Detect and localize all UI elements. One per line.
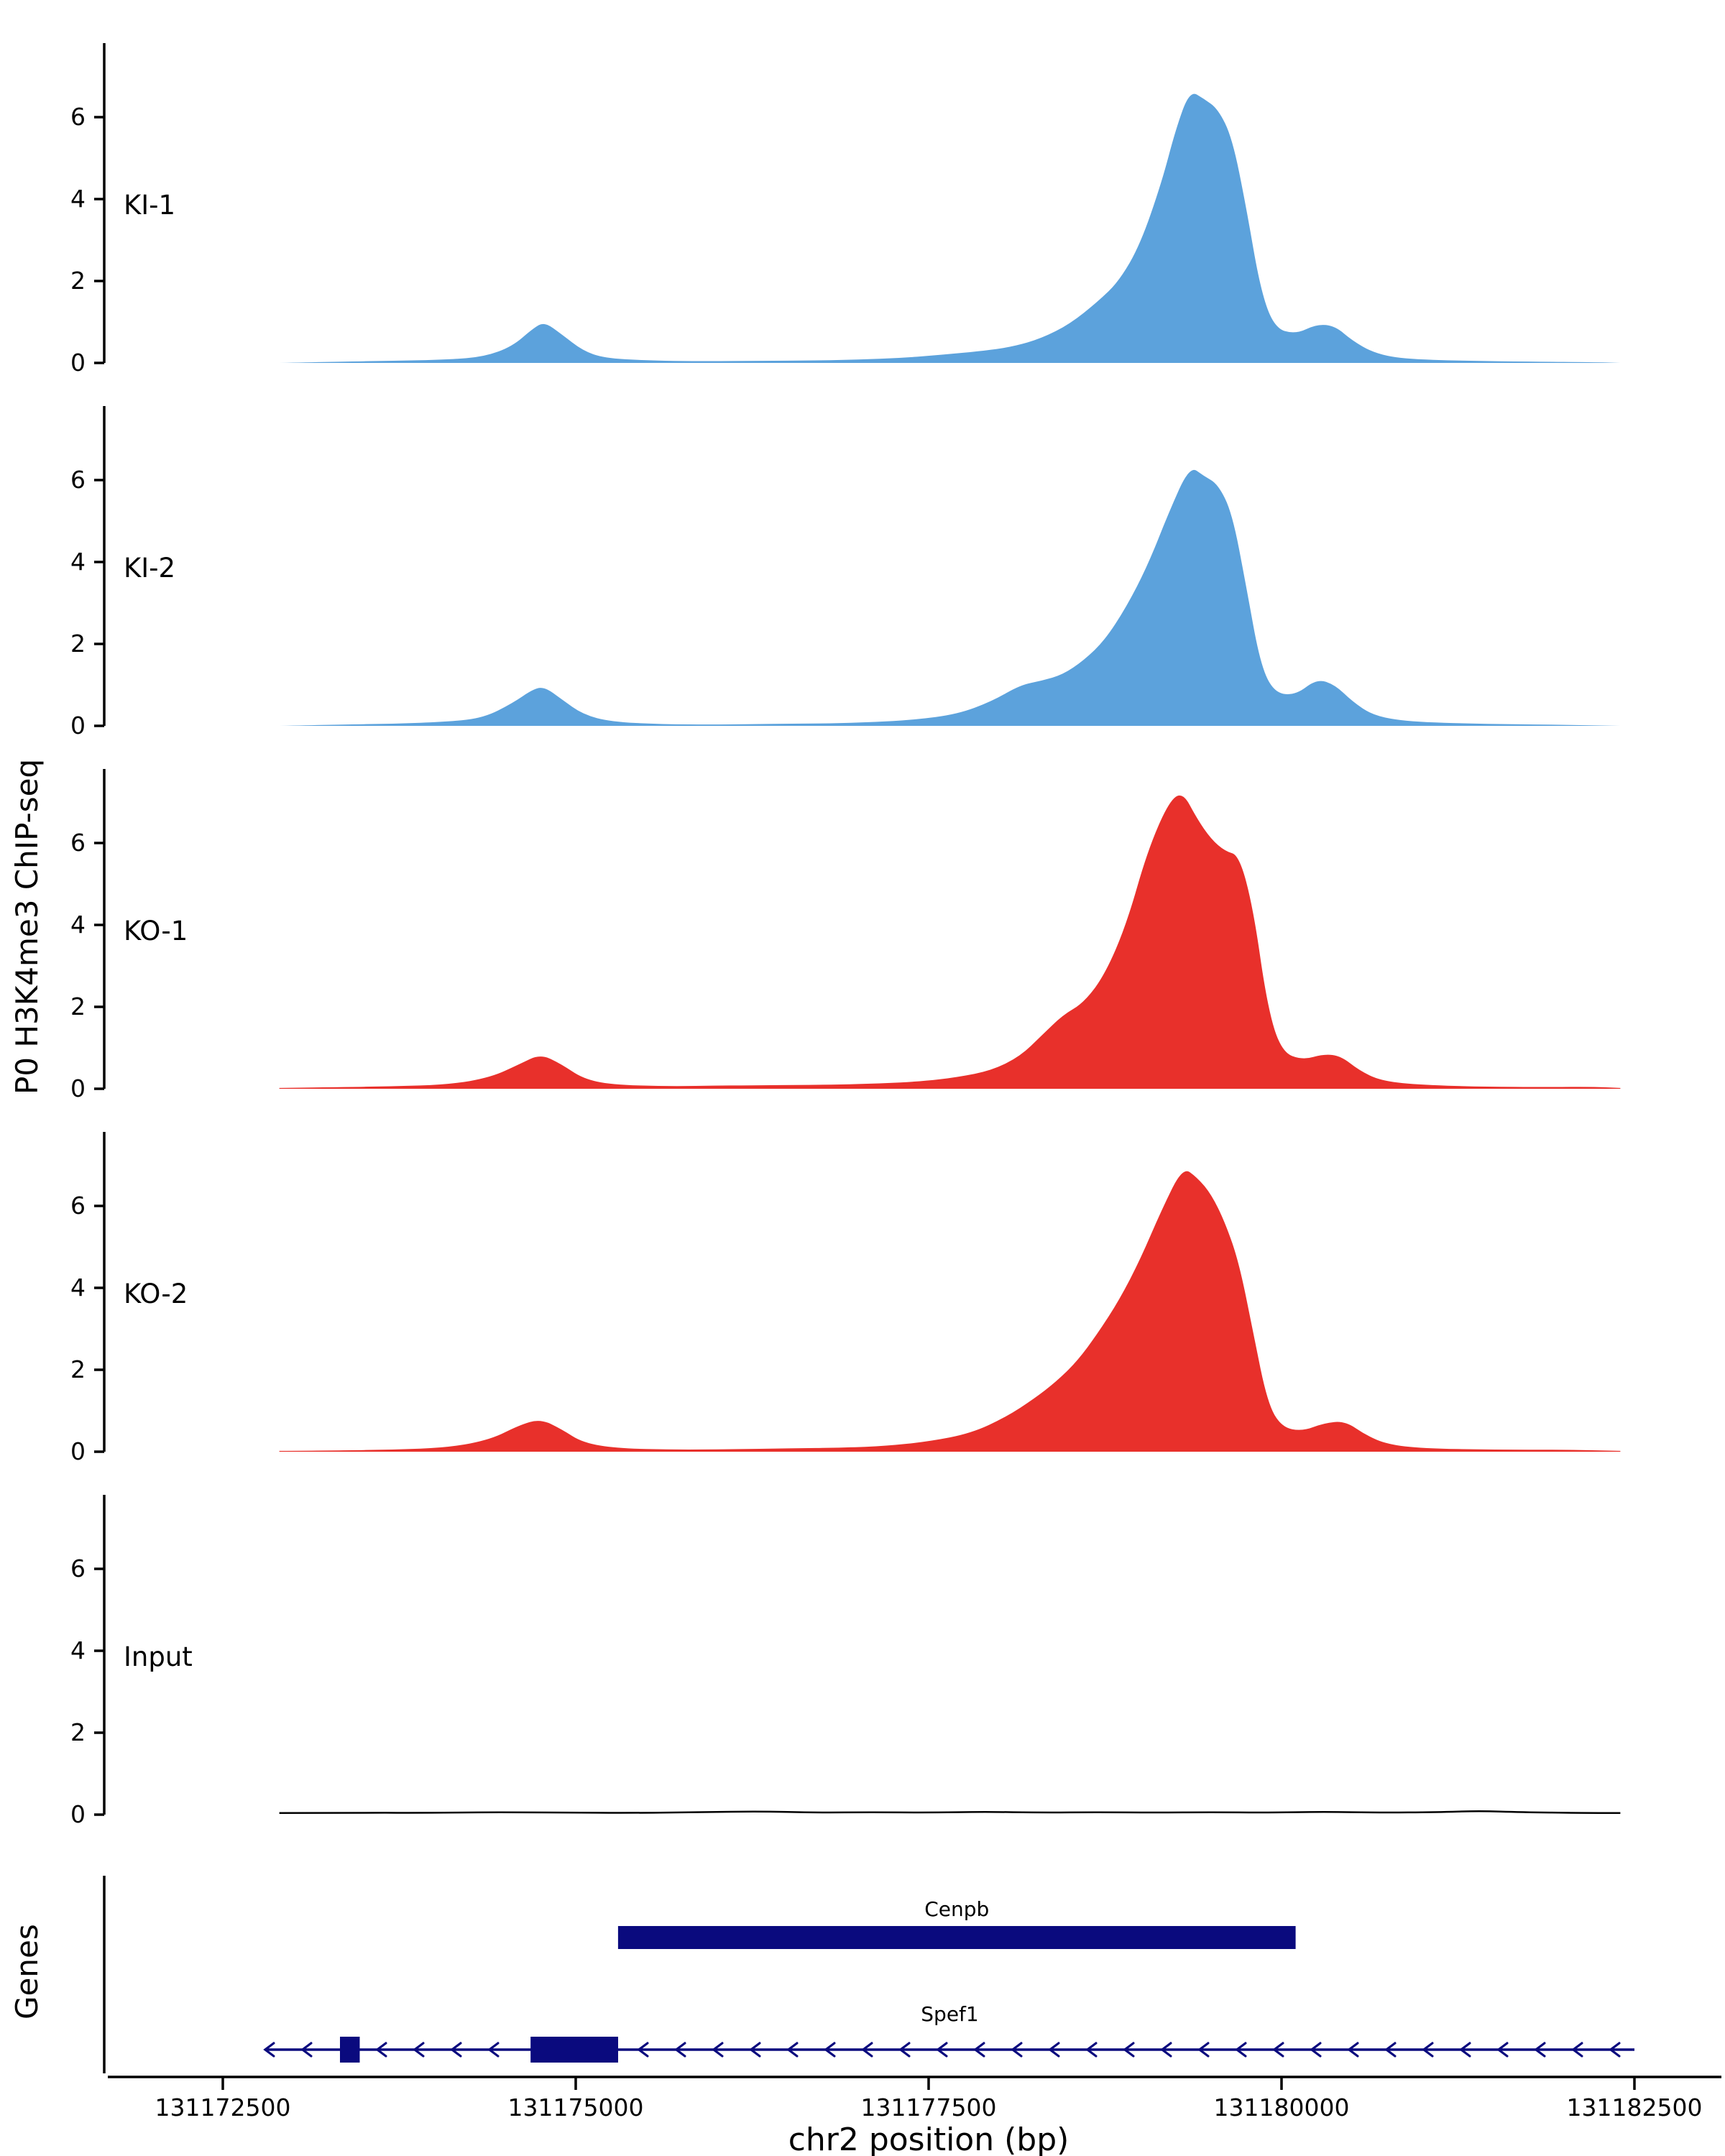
strand-arrow-icon <box>824 2042 836 2058</box>
strand-arrow-icon <box>1123 2042 1135 2058</box>
y-tick-label: 0 <box>70 349 86 377</box>
y-tick-label: 0 <box>70 1074 86 1102</box>
track-KI-1: 0 2 4 6 KI-1 <box>70 43 1621 377</box>
track-label: KO-2 <box>124 1279 188 1309</box>
strand-arrow-icon <box>487 2042 500 2058</box>
strand-arrow-icon <box>1235 2042 1247 2058</box>
x-tick-label: 131182500 <box>1567 2093 1703 2122</box>
y-tick-label: 0 <box>70 1437 86 1465</box>
gene-exon <box>340 2037 360 2063</box>
y-tick-label: 6 <box>70 1554 86 1583</box>
strand-arrow-icon <box>1422 2042 1434 2058</box>
strand-arrow-icon <box>861 2042 873 2058</box>
y-tick-label: 2 <box>70 1355 86 1383</box>
track-label: KI-2 <box>124 553 175 584</box>
x-axis-title: chr2 position (bp) <box>788 2122 1070 2156</box>
track-KO-1: 0 2 4 6 KO-1 <box>70 769 1621 1102</box>
x-axis: 131172500 131175000 131177500 131180000 1311… <box>108 2076 1721 2156</box>
y-tick-label: 2 <box>70 267 86 295</box>
coverage-area <box>279 795 1621 1089</box>
coverage-line <box>279 1810 1621 1814</box>
track-KI-2: 0 2 4 6 KI-2 <box>70 406 1621 740</box>
track-Input: 0 2 4 6 Input <box>70 1495 1621 1828</box>
strand-arrow-icon <box>1085 2042 1098 2058</box>
y-tick-label: 2 <box>70 1718 86 1746</box>
strand-arrow-icon <box>1048 2042 1060 2058</box>
strand-arrow-icon <box>1459 2042 1471 2058</box>
strand-arrow-icon <box>375 2042 387 2058</box>
track-label: KO-1 <box>124 916 188 946</box>
strand-arrow-icon <box>749 2042 761 2058</box>
strand-arrow-icon <box>1197 2042 1210 2058</box>
strand-arrow-icon <box>786 2042 799 2058</box>
y-tick-label: 2 <box>70 992 86 1021</box>
track-KO-2: 0 2 4 6 KO-2 <box>70 1132 1621 1465</box>
strand-arrow-icon <box>1160 2042 1172 2058</box>
y-tick-label: 2 <box>70 630 86 658</box>
y-tick-label: 4 <box>70 548 86 576</box>
gene-label-spef1: Spef1 <box>921 2002 978 2026</box>
strand-arrow-icon <box>1011 2042 1023 2058</box>
coverage-area <box>279 1171 1621 1452</box>
strand-arrow-icon <box>450 2042 462 2058</box>
y-tick-label: 4 <box>70 1636 86 1664</box>
strand-arrow-icon <box>1571 2042 1583 2058</box>
strand-arrow-icon <box>1609 2042 1621 2058</box>
y-tick-label: 4 <box>70 185 86 213</box>
strand-arrow-icon <box>263 2042 275 2058</box>
strand-arrow-icon <box>898 2042 911 2058</box>
coverage-area <box>279 469 1621 726</box>
track-label: Input <box>124 1641 193 1672</box>
y-tick-label: 0 <box>70 1800 86 1828</box>
x-tick-label: 131177500 <box>861 2093 997 2122</box>
strand-arrow-icon <box>1534 2042 1546 2058</box>
gene-label-cenpb: Cenpb <box>924 1897 989 1921</box>
strand-arrow-icon <box>300 2042 313 2058</box>
y-tick-label: 6 <box>70 829 86 857</box>
y-tick-label: 6 <box>70 466 86 494</box>
strand-arrow-icon <box>637 2042 649 2058</box>
strand-arrow-icon <box>1384 2042 1397 2058</box>
gene-exon <box>530 2037 618 2063</box>
strand-arrow-icon <box>1496 2042 1509 2058</box>
strand-arrow-icon <box>936 2042 948 2058</box>
x-tick-label: 131175000 <box>508 2093 644 2122</box>
strand-arrow-icon <box>1347 2042 1359 2058</box>
genes-track: Cenpb Spef1 <box>103 1876 1634 2073</box>
strand-arrow-icon <box>413 2042 425 2058</box>
strand-arrow-icon <box>712 2042 724 2058</box>
coverage-area <box>279 93 1621 363</box>
y-tick-label: 0 <box>70 711 86 740</box>
strand-arrow-icon <box>973 2042 985 2058</box>
strand-arrow-icon <box>1310 2042 1322 2058</box>
gene-body-cenpb <box>617 1926 1296 1949</box>
y-tick-label: 4 <box>70 911 86 939</box>
x-tick-label: 131180000 <box>1214 2093 1350 2122</box>
strand-arrow-icon <box>1272 2042 1284 2058</box>
x-tick-label: 131172500 <box>155 2093 291 2122</box>
y-tick-label: 4 <box>70 1273 86 1302</box>
track-label: KI-1 <box>124 190 175 221</box>
y-tick-label: 6 <box>70 103 86 131</box>
strand-arrow-icon <box>674 2042 686 2058</box>
y-tick-label: 6 <box>70 1192 86 1220</box>
